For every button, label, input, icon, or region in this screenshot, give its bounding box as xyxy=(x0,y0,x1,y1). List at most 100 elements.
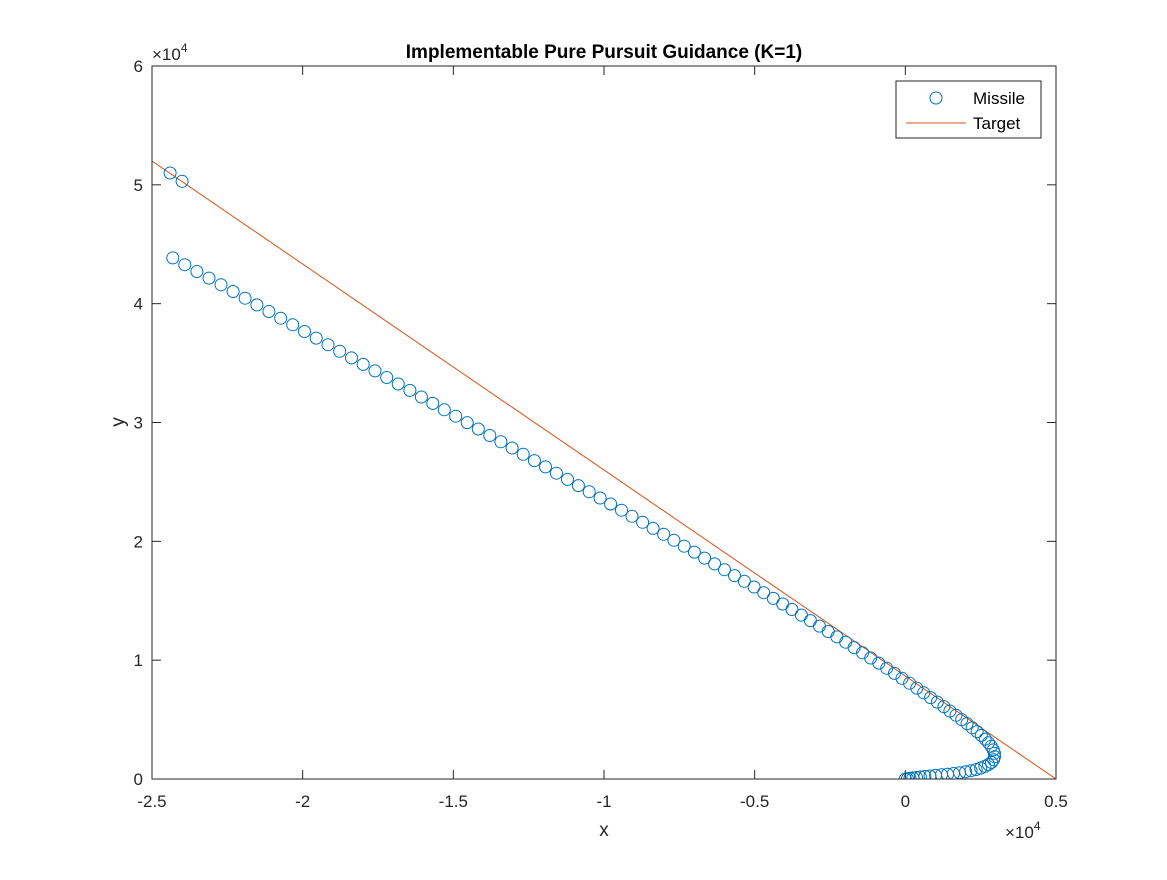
missile-marker xyxy=(274,311,288,325)
missile-marker xyxy=(214,278,228,292)
target-trajectory-line xyxy=(152,160,1056,779)
missile-marker xyxy=(766,591,780,605)
missile-marker xyxy=(636,515,650,529)
missile-marker xyxy=(910,681,924,695)
missile-marker xyxy=(549,466,563,480)
y-tick-label: 5 xyxy=(134,176,143,195)
missile-marker xyxy=(604,497,618,511)
legend-missile-label: Missile xyxy=(973,89,1025,108)
missile-marker xyxy=(910,771,923,779)
missile-marker xyxy=(175,174,189,188)
missile-marker xyxy=(391,377,405,391)
missile-marker xyxy=(646,521,660,535)
missile-marker xyxy=(178,258,192,272)
missile-marker xyxy=(930,695,944,709)
y-exponent-power: 4 xyxy=(181,41,188,55)
missile-marker xyxy=(969,763,983,776)
missile-marker xyxy=(728,569,741,583)
missile-marker xyxy=(986,743,1000,757)
missile-marker xyxy=(970,725,984,739)
missile-marker xyxy=(539,460,552,474)
x-tick-label: 0 xyxy=(901,792,910,811)
missile-marker xyxy=(698,551,712,565)
missile-marker xyxy=(527,454,541,468)
x-exponent-power: 4 xyxy=(1034,819,1041,833)
missile-marker xyxy=(298,325,311,338)
x-tick-label: -1.5 xyxy=(439,792,468,811)
missile-marker xyxy=(516,447,530,461)
missile-marker xyxy=(202,271,216,285)
legend-box xyxy=(895,80,1042,139)
missile-marker xyxy=(437,403,451,417)
missile-marker xyxy=(988,750,1001,764)
missile-marker xyxy=(965,721,979,735)
legend-target-label: Target xyxy=(973,114,1021,133)
missile-marker xyxy=(615,503,628,517)
missile-marker xyxy=(888,666,901,680)
missile-marker xyxy=(677,539,691,553)
missile-marker xyxy=(460,416,474,430)
y-tick-label: 1 xyxy=(134,651,143,670)
missile-marker xyxy=(959,765,973,779)
missile-marker xyxy=(166,251,180,265)
series-layer xyxy=(152,160,1056,779)
missile-marker xyxy=(978,759,992,773)
missile-marker xyxy=(494,435,508,449)
missile-marker xyxy=(937,700,951,714)
missile-marker xyxy=(571,479,585,493)
missile-marker xyxy=(903,676,917,690)
missile-marker xyxy=(483,429,497,442)
missile-marker xyxy=(593,491,607,505)
y-axis-exponent: ×104 xyxy=(152,41,188,64)
x-axis-label: x xyxy=(599,820,609,841)
missile-marker xyxy=(163,166,177,180)
missile-marker xyxy=(309,331,323,345)
missile-marker xyxy=(625,509,639,523)
missile-marker xyxy=(356,357,370,371)
missile-marker xyxy=(657,527,671,541)
missile-marker xyxy=(872,656,886,670)
missile-marker xyxy=(380,371,394,384)
missile-marker xyxy=(895,671,909,685)
plot-area xyxy=(152,66,1056,779)
y-tick-label: 2 xyxy=(134,532,143,551)
missile-marker xyxy=(403,383,417,397)
missile-marker xyxy=(917,686,931,700)
missile-marker xyxy=(794,608,808,622)
missile-marker xyxy=(757,586,771,600)
svg-text:×104: ×104 xyxy=(1005,819,1041,842)
missile-marker xyxy=(190,265,204,278)
tick-layer: -2.5 -2 -1.5 -1 -0.5 0 0.5 0 1 2 3 4 5 6 xyxy=(134,57,1068,811)
y-tick-label: 4 xyxy=(134,295,143,314)
missile-marker xyxy=(345,351,358,365)
legend[interactable]: Missile Target xyxy=(895,80,1042,139)
chart-title: Implementable Pure Pursuit Guidance (K=1… xyxy=(406,42,802,63)
legend-missile-marker xyxy=(929,91,943,105)
missile-marker xyxy=(449,409,463,423)
missile-marker xyxy=(321,338,335,352)
y-tick-label: 6 xyxy=(134,57,143,76)
x-tick-label: -2.5 xyxy=(137,792,166,811)
missile-marker xyxy=(505,441,519,455)
missile-marker xyxy=(687,545,701,559)
x-tick-label: -0.5 xyxy=(740,792,769,811)
missile-marker xyxy=(913,770,927,779)
missile-marker xyxy=(368,364,382,378)
missile-marker xyxy=(262,305,276,318)
svg-text:×104: ×104 xyxy=(152,41,188,64)
missile-marker xyxy=(918,770,932,779)
missile-marker xyxy=(924,691,938,705)
y-exponent-base: ×10 xyxy=(152,45,181,64)
missile-marker xyxy=(582,485,596,499)
missile-marker xyxy=(978,732,992,746)
missile-marker xyxy=(561,472,574,486)
missile-marker xyxy=(737,574,751,588)
missile-marker xyxy=(747,580,761,594)
missile-marker xyxy=(718,563,731,577)
missile-marker xyxy=(333,344,347,358)
missile-marker xyxy=(226,285,240,298)
missile-marker xyxy=(880,661,894,675)
missile-marker xyxy=(776,597,790,611)
x-tick-label: -1 xyxy=(596,792,611,811)
